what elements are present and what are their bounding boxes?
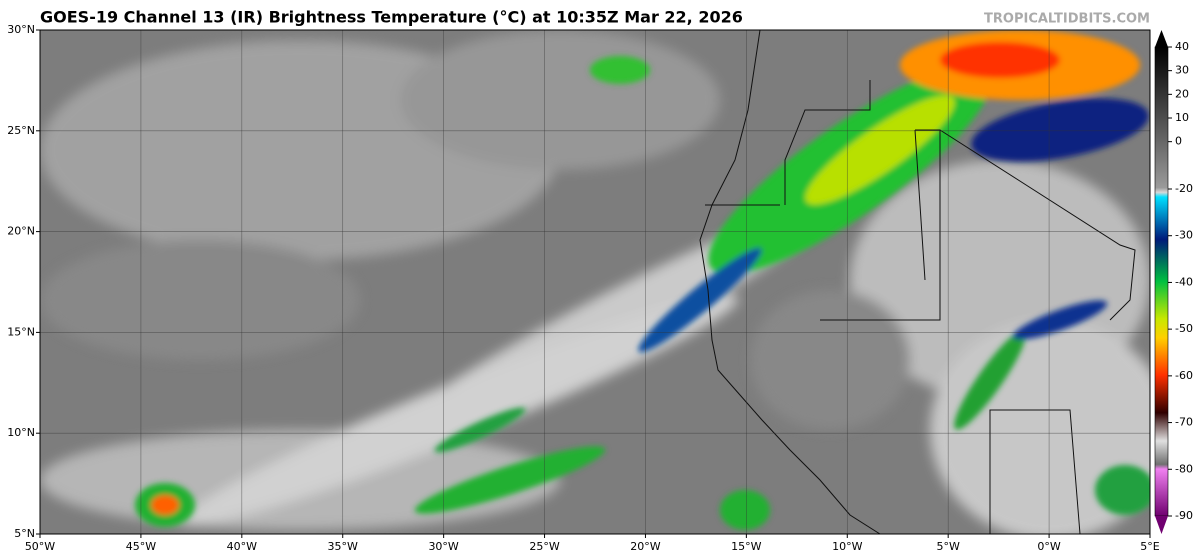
- colorbar-tick-label: -40: [1175, 275, 1193, 288]
- y-tick-label: 5°N: [14, 527, 35, 540]
- colorbar-tick-label: 30: [1175, 64, 1189, 77]
- colorbar-tick-label: -90: [1175, 509, 1193, 522]
- title: GOES-19 Channel 13 (IR) Brightness Tempe…: [40, 8, 743, 27]
- x-tick-label: 10°W: [832, 540, 862, 553]
- colorbar-ticks: 40 30 20 10 0 -20 -30 -40 -50 -60 -70 -80 -90: [1168, 40, 1193, 522]
- x-tick-label: 20°W: [630, 540, 660, 553]
- x-tick-label: 30°W: [428, 540, 458, 553]
- x-tick-label: 45°W: [126, 540, 156, 553]
- x-tick-label: 15°W: [731, 540, 761, 553]
- x-tick-label: 5°W: [936, 540, 959, 553]
- colorbar: [1154, 30, 1169, 534]
- x-tick-label: 35°W: [328, 540, 358, 553]
- colorbar-tick-label: -80: [1175, 462, 1193, 475]
- x-tick-label: 50°W: [25, 540, 55, 553]
- x-tick-label: 40°W: [227, 540, 257, 553]
- colorbar-tick-label: 40: [1175, 40, 1189, 53]
- colorbar-tick-label: 20: [1175, 87, 1189, 100]
- y-tick-label: 10°N: [7, 426, 35, 439]
- colorbar-tick-label: -50: [1175, 322, 1193, 335]
- y-tick-label: 25°N: [7, 124, 35, 137]
- colorbar-tick-label: -70: [1175, 416, 1193, 429]
- colorbar-tick-label: -30: [1175, 229, 1193, 242]
- x-tick-label: 0°W: [1037, 540, 1060, 553]
- y-tick-label: 30°N: [7, 23, 35, 36]
- x-tick-label: 5°E: [1140, 540, 1159, 553]
- colorbar-tick-label: 0: [1175, 135, 1182, 148]
- satellite-image: [40, 30, 1150, 534]
- y-tick-label: 20°N: [7, 225, 35, 238]
- colorbar-tick-label: 10: [1175, 111, 1189, 124]
- y-tick-label: 15°N: [7, 325, 35, 338]
- map-frame: [39, 29, 1151, 535]
- colorbar-tick-label: -20: [1175, 182, 1193, 195]
- colorbar-tick-label: -60: [1175, 369, 1193, 382]
- watermark: TROPICALTIDBITS.COM: [984, 12, 1150, 27]
- x-tick-label: 25°W: [529, 540, 559, 553]
